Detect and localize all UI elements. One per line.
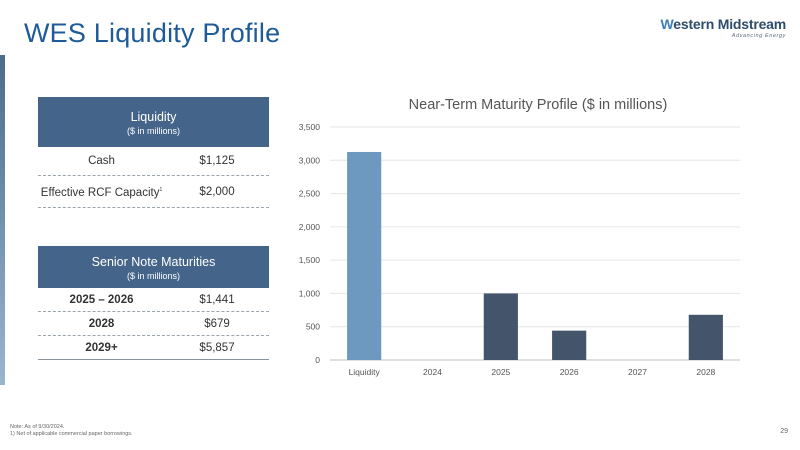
footnote-note: Note: As of 9/30/2024. [10,424,65,430]
x-tick-label: 2027 [628,367,647,377]
bar [688,314,723,360]
logo-wordmark: Western Midstream [661,16,787,32]
row-label: Cash [88,155,115,167]
y-tick-label: 2,500 [299,189,321,199]
row-label-text: Effective RCF Capacity [40,186,160,199]
table-row: Cash $1,125 [38,147,269,176]
logo-name-rest: estern Midstream [673,16,786,32]
x-tick-label: 2028 [696,367,715,377]
footnotes: Note: As of 9/30/2024. 1) Net of applica… [10,424,133,438]
row-value: $5,857 [199,341,235,354]
side-accent-bar [0,55,5,385]
row-label: Effective RCF Capacity1 [38,184,165,199]
row-label: 2028 [88,317,115,330]
row-value: $1,125 [199,155,235,167]
row-value: $679 [204,317,230,330]
footnote-marker: 1 [159,187,163,194]
senior-note-maturities-table: Senior Note Maturities ($ in millions) 2… [38,246,269,360]
company-logo: Western Midstream Advancing Energy [661,16,787,39]
maturities-table-title: Senior Note Maturities [91,255,216,269]
y-tick-label: 0 [315,355,320,365]
maturities-table-header: Senior Note Maturities ($ in millions) [38,246,269,288]
liquidity-table-header: Liquidity ($ in millions) [38,97,269,147]
maturities-table-subtitle: ($ in millions) [126,271,180,281]
y-tick-label: 2,000 [299,222,321,232]
table-row: 2025 – 2026 $1,441 [38,288,269,312]
liquidity-table-title: Liquidity [130,110,177,124]
liquidity-table: Liquidity ($ in millions) Cash $1,125 Ef… [38,97,269,208]
x-tick-label: 2026 [560,367,579,377]
bar [347,151,382,360]
y-tick-label: 3,500 [299,122,321,132]
footnote-1: 1) Net of applicable commercial paper bo… [10,431,133,437]
row-value: $2,000 [199,185,235,198]
page-title: WES Liquidity Profile [24,18,281,48]
y-tick-label: 3,000 [299,155,321,165]
table-row: Effective RCF Capacity1 $2,000 [38,176,269,208]
logo-initial: W [660,16,674,32]
row-label: 2029+ [85,341,118,354]
maturity-bar-chart: 0 500 1,000 1,500 2,000 2,500 3,000 3,500 Liquid… [299,122,740,377]
x-tick-label: 2024 [423,367,442,377]
x-tick-label: 2025 [491,367,510,377]
y-tick-label: 1,500 [299,255,321,265]
logo-tagline: Advancing Energy [731,33,786,39]
x-tick-label: Liquidity [349,367,381,377]
row-value: $1,441 [199,293,235,306]
y-tick-label: 1,000 [299,288,321,298]
y-tick-label: 500 [306,322,320,332]
table-row: 2029+ $5,857 [38,336,269,360]
liquidity-table-subtitle: ($ in millions) [126,126,180,136]
chart-title: Near-Term Maturity Profile ($ in million… [408,97,668,113]
bar [483,293,518,360]
page-number: 29 [780,428,788,435]
row-label: 2025 – 2026 [69,293,134,306]
table-row: 2028 $679 [38,312,269,336]
bar [552,330,587,360]
